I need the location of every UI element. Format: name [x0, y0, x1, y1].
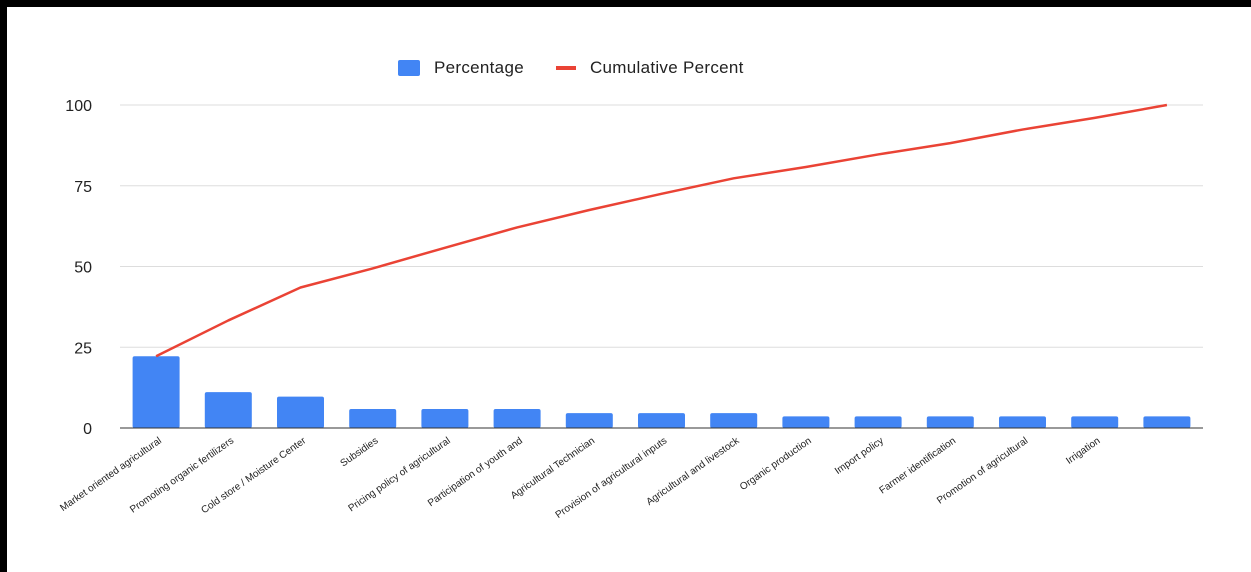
y-tick-label: 25: [74, 340, 92, 357]
legend-label-cumulative: Cumulative Percent: [589, 58, 744, 77]
bar: [999, 416, 1046, 428]
bar: [782, 416, 830, 428]
bar: [421, 408, 469, 428]
y-axis-ticks: 0 25 50 75 100: [65, 98, 92, 438]
bar: [1143, 416, 1191, 428]
bar: [277, 396, 324, 428]
bar: [638, 413, 685, 428]
y-tick-label: 50: [74, 260, 92, 277]
bar: [1071, 416, 1119, 428]
bar: [926, 416, 974, 428]
y-tick-label: 100: [65, 98, 92, 115]
cumulative-percent-line: [155, 103, 1168, 358]
bar: [132, 356, 180, 428]
x-tick-label: Farmer identification: [878, 435, 959, 496]
legend-item-percentage: Percentage: [398, 58, 524, 78]
cumulative-line: [155, 103, 1168, 358]
legend-label-percentage: Percentage: [434, 58, 524, 77]
bar: [493, 408, 541, 428]
bar: [565, 413, 613, 428]
legend: Percentage Cumulative Percent: [398, 58, 776, 78]
legend-swatch-percentage: [398, 60, 420, 76]
y-tick-label: 0: [83, 421, 92, 438]
bar: [710, 413, 758, 428]
legend-swatch-cumulative: [555, 66, 576, 70]
bar: [854, 416, 902, 428]
x-tick-label: Subsidies: [339, 435, 381, 469]
bars: [132, 356, 1191, 428]
x-tick-label: Organic production: [738, 435, 814, 492]
legend-item-cumulative: Cumulative Percent: [555, 58, 744, 78]
gridlines: [120, 104, 1203, 348]
bar: [204, 392, 252, 428]
x-tick-label: Irrigation: [1064, 435, 1102, 466]
bar: [349, 408, 397, 428]
y-tick-label: 75: [74, 179, 92, 196]
x-tick-label: Import policy: [833, 435, 886, 477]
